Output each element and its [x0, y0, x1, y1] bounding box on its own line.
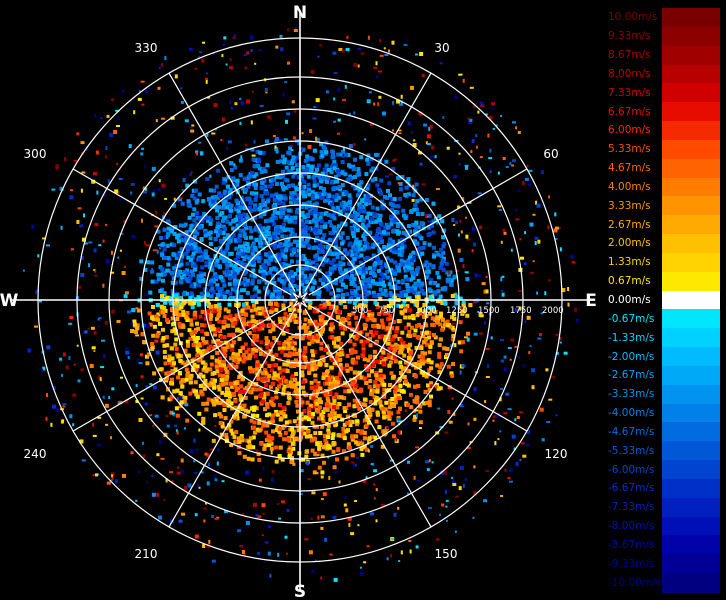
legend-swatch — [662, 26, 720, 47]
radar-center-marker — [289, 289, 311, 311]
compass-west: W — [0, 291, 19, 311]
legend-swatch — [662, 158, 720, 179]
legend-label: -7.33m/s — [608, 501, 655, 514]
bearing-line — [304, 308, 432, 528]
legend-label: 2.67m/s — [608, 218, 651, 231]
legend-label: 7.33m/s — [608, 86, 651, 99]
legend-swatch — [662, 516, 720, 537]
legend-swatch — [662, 177, 720, 197]
legend-swatch — [662, 252, 720, 273]
legend-label: -10.00m/s — [608, 576, 662, 589]
legend-label: -6.67m/s — [608, 482, 655, 495]
bearing-line — [308, 304, 528, 432]
compass-north: N — [293, 3, 307, 23]
legend-swatch — [662, 403, 720, 424]
bearing-label-240: 240 — [24, 447, 47, 461]
legend-label: 8.00m/s — [608, 67, 651, 80]
legend-label: -8.00m/s — [608, 520, 655, 533]
bearing-label-330: 330 — [135, 41, 158, 55]
legend-swatch — [662, 102, 720, 122]
legend-label: -9.33m/s — [608, 557, 655, 570]
bearing-label-120: 120 — [545, 447, 568, 461]
legend-label: -2.00m/s — [608, 350, 655, 363]
legend-label: -1.33m/s — [608, 331, 655, 344]
legend-swatch — [662, 441, 720, 461]
bearing-line — [308, 168, 528, 296]
legend-label: -4.67m/s — [608, 425, 655, 438]
legend-label: 10.00m/s — [608, 11, 658, 24]
radar-display: 500 750 1000 1250 1500 1750 2000 30 60 1… — [0, 3, 597, 600]
legend-label: -3.33m/s — [608, 388, 655, 401]
legend-swatch — [662, 328, 720, 348]
legend-label: 3.33m/s — [608, 199, 651, 212]
bearing-line — [168, 72, 296, 292]
legend-swatch — [662, 271, 720, 292]
legend-swatch — [662, 422, 720, 442]
bearing-labels: 30 60 120 150 210 240 300 330 — [24, 41, 568, 561]
legend-swatch — [662, 365, 720, 386]
range-label-1750: 1750 — [510, 306, 532, 316]
legend-label: 9.33m/s — [608, 30, 651, 43]
legend-swatch — [662, 290, 720, 311]
legend-swatch — [662, 234, 720, 254]
legend-label: 4.00m/s — [608, 180, 651, 193]
bearing-line — [168, 308, 296, 528]
legend-label: 6.00m/s — [608, 124, 651, 137]
legend-swatch — [662, 573, 720, 593]
legend-label: -5.33m/s — [608, 444, 655, 457]
legend-label: 0.00m/s — [608, 294, 651, 306]
range-labels: 500 750 1000 1250 1500 1750 2000 — [352, 306, 564, 316]
legend-label: -6.00m/s — [608, 463, 655, 476]
bearing-label-300: 300 — [24, 147, 47, 161]
legend-swatch — [662, 309, 720, 329]
range-label-1000: 1000 — [415, 306, 437, 316]
legend-swatch — [662, 478, 720, 499]
range-label-750: 750 — [378, 306, 394, 316]
legend-label: -8.67m/s — [608, 538, 655, 551]
legend-label: 0.67m/s — [608, 275, 651, 288]
legend-swatch — [662, 45, 720, 66]
compass-south: S — [294, 582, 306, 600]
legend-swatch — [662, 139, 720, 160]
legend-label: 5.33m/s — [608, 143, 651, 156]
legend-label: -0.67m/s — [608, 312, 655, 325]
legend-label: -2.67m/s — [608, 369, 655, 382]
legend-swatch — [662, 196, 720, 216]
legend-swatch — [662, 347, 720, 367]
center-star-icon — [289, 289, 311, 311]
legend-swatch — [662, 8, 720, 28]
legend-swatch — [662, 215, 720, 235]
legend-label: -4.00m/s — [608, 407, 655, 420]
legend-swatch — [662, 83, 720, 103]
bearing-label-150: 150 — [435, 547, 458, 561]
legend-swatch — [662, 460, 720, 480]
velocity-color-legend: 10.00m/s 9.33m/s 8.67m/s 8.00m/s 7.33m/s 6.67… — [604, 8, 724, 593]
range-label-1500: 1500 — [478, 306, 500, 316]
range-bearing-grid — [10, 10, 590, 590]
compass-labels: N S E W — [0, 3, 597, 600]
compass-east: E — [585, 291, 597, 311]
legend-label: 8.67m/s — [608, 49, 651, 62]
radar-echo-layer — [22, 27, 579, 582]
legend-swatch — [662, 121, 720, 141]
legend-swatch — [662, 535, 720, 555]
legend-swatch — [662, 64, 720, 84]
range-label-500: 500 — [352, 306, 368, 316]
bearing-line — [72, 168, 292, 296]
range-label-2000: 2000 — [542, 306, 564, 316]
legend-label: 6.67m/s — [608, 105, 651, 118]
legend-swatch — [662, 384, 720, 405]
legend-label: 1.33m/s — [608, 256, 651, 269]
legend-swatch — [662, 497, 720, 518]
bearing-label-60: 60 — [543, 147, 558, 161]
bearing-label-210: 210 — [135, 547, 158, 561]
bearing-line — [72, 304, 292, 432]
legend-swatch — [662, 554, 720, 574]
bearing-label-30: 30 — [434, 41, 449, 55]
legend-label: 4.67m/s — [608, 162, 651, 175]
bearing-line — [304, 72, 432, 292]
range-label-1250: 1250 — [446, 306, 468, 316]
legend-label: 2.00m/s — [608, 237, 651, 250]
